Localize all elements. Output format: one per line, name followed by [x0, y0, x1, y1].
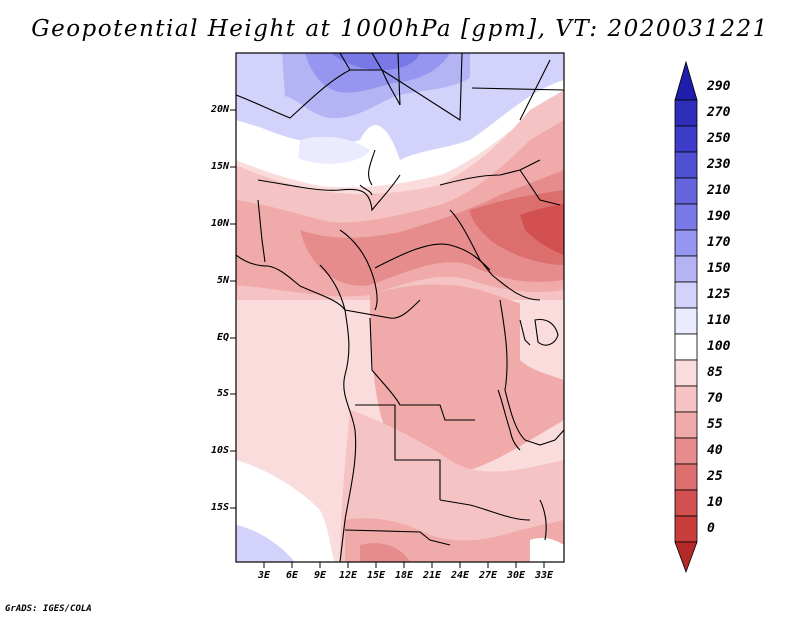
colorbar	[674, 60, 698, 574]
colorbar-swatch	[674, 229, 698, 257]
lat-label: 5N	[216, 275, 229, 286]
field-basin	[370, 284, 564, 474]
colorbar-label: 85	[707, 365, 723, 380]
lon-label: 27E	[478, 570, 498, 581]
lon-label: 3E	[257, 570, 271, 581]
border-south-2	[439, 499, 531, 521]
colorbar-label: 230	[707, 157, 731, 172]
lon-label: 18E	[394, 570, 414, 581]
lat-label: 20N	[210, 104, 229, 115]
colorbar-swatch	[674, 99, 698, 127]
field-east-white	[530, 537, 564, 562]
lon-label: 33E	[534, 570, 554, 581]
border-east-3	[519, 169, 561, 206]
map-title: Geopotential Height at 1000hPa [gpm], VT…	[31, 16, 769, 42]
colorbar-swatch	[674, 411, 698, 439]
lat-label: 15N	[210, 161, 229, 172]
colorbar-label: 70	[707, 391, 723, 406]
field-white-pocket	[298, 136, 370, 164]
colorbar-swatch	[674, 385, 698, 413]
nile-loop	[368, 149, 376, 186]
border-sahel-3	[339, 229, 378, 311]
colorbar-swatch	[674, 333, 698, 361]
colorbar-swatch	[674, 177, 698, 205]
colorbar-label: 250	[707, 131, 731, 146]
colorbar-label: 0	[707, 521, 715, 536]
lake-tanganyika	[497, 389, 521, 451]
colorbar-swatch	[674, 255, 698, 283]
colorbar-label: 110	[707, 313, 731, 328]
cameroon-border	[257, 199, 266, 263]
lon-label: 6E	[285, 570, 299, 581]
geopotential-field	[236, 53, 564, 562]
map-frame	[235, 52, 565, 563]
field-blue-peak	[330, 53, 420, 70]
colorbar-label: 150	[707, 261, 731, 276]
lat-label: 10S	[210, 445, 229, 456]
border-north-1	[236, 69, 401, 119]
colorbar-label: 40	[707, 443, 723, 458]
colorbar-swatch	[674, 359, 698, 387]
colorbar-swatch	[674, 281, 698, 309]
colorbar-label: 10	[707, 495, 723, 510]
colorbar-swatch	[674, 489, 698, 517]
border-sahel-2	[439, 159, 541, 186]
colorbar-label: 290	[707, 79, 731, 94]
lat-label: 15S	[210, 502, 229, 513]
border-north-2	[339, 53, 401, 106]
border-south-1	[355, 404, 441, 500]
lake-malawi	[539, 499, 547, 541]
colorbar-label: 55	[707, 417, 723, 432]
colorbar-label: 100	[707, 339, 731, 354]
lon-label: 21E	[422, 570, 442, 581]
border-central-2	[449, 209, 541, 301]
field-red-max	[520, 204, 564, 255]
colorbar-label: 125	[707, 287, 731, 302]
lat-label: EQ	[216, 332, 229, 343]
colorbar-label: 190	[707, 209, 731, 224]
colorbar-swatch	[674, 151, 698, 179]
lon-label: 30E	[506, 570, 526, 581]
lake-albert	[519, 319, 531, 346]
colorbar-swatch	[674, 60, 698, 101]
field-south-dark	[360, 543, 410, 562]
border-east-lakes	[499, 299, 526, 441]
colorbar-swatch	[674, 125, 698, 153]
border-central-3	[319, 264, 421, 319]
colorbar-label: 210	[707, 183, 731, 198]
border-congo	[369, 317, 475, 421]
colorbar-swatch	[674, 463, 698, 491]
colorbar-swatch	[674, 203, 698, 231]
border-south-3	[344, 529, 451, 546]
lat-label: 5S	[216, 388, 229, 399]
west-coastline	[236, 254, 357, 562]
field-sw-blue	[236, 525, 295, 562]
credit-text: GrADS: IGES/COLA	[5, 604, 92, 614]
lake-chad-area	[359, 184, 373, 196]
border-east-2	[524, 429, 564, 446]
colorbar-label: 170	[707, 235, 731, 250]
red-sea-coast	[519, 59, 551, 121]
axis-ticks	[230, 109, 545, 568]
border-north-4	[471, 87, 564, 91]
colorbar-swatch	[674, 437, 698, 465]
field-red-interior	[300, 170, 564, 286]
lon-label: 24E	[450, 570, 470, 581]
border-sahel-1	[257, 174, 401, 212]
lon-label: 12E	[338, 570, 358, 581]
colorbar-swatch	[674, 307, 698, 335]
field-east-pink	[520, 300, 564, 380]
field-blue-core	[305, 53, 450, 93]
lat-label: 10N	[210, 218, 229, 229]
lake-victoria	[534, 318, 559, 346]
colorbar-swatch	[674, 515, 698, 543]
border-north-3	[381, 53, 463, 121]
lon-label: 15E	[366, 570, 386, 581]
colorbar-label: 270	[707, 105, 731, 120]
lon-label: 9E	[313, 570, 327, 581]
colorbar-swatch	[674, 541, 698, 574]
borders	[236, 53, 564, 562]
colorbar-label: 25	[707, 469, 723, 484]
